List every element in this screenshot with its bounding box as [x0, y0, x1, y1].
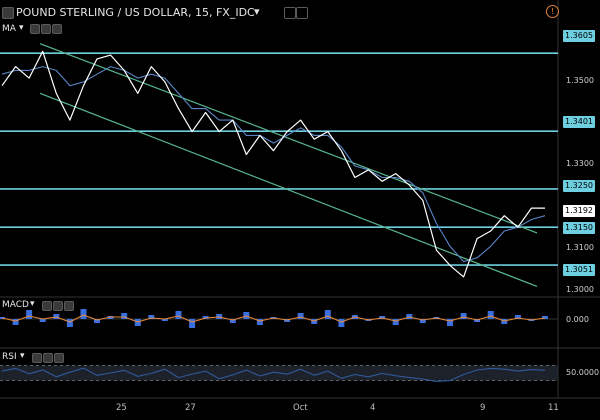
- macd-histogram-bar: [121, 313, 128, 319]
- macd-close-icon[interactable]: [64, 301, 74, 311]
- macd-histogram-bar: [216, 314, 223, 319]
- y-tick-label: 1.3000: [566, 285, 594, 294]
- macd-histogram-bar: [311, 319, 318, 324]
- channel-upper-line: [39, 43, 538, 234]
- macd-axis-label: 0.000: [566, 315, 589, 324]
- x-tick-label: 9: [480, 403, 486, 413]
- collapse-toggle-icon[interactable]: [2, 7, 14, 19]
- macd-histogram-bar: [148, 315, 155, 319]
- moving-average-line: [1, 66, 546, 263]
- macd-histogram-bar: [379, 316, 386, 319]
- macd-histogram-bar: [419, 319, 426, 323]
- macd-label[interactable]: MACD: [2, 300, 29, 310]
- rsi-axis-label: 50.0000: [566, 368, 600, 377]
- level-tag: 1.3401: [563, 116, 595, 128]
- y-tick-label: 1.3300: [566, 159, 594, 168]
- macd-histogram-bar: [80, 309, 87, 319]
- y-tick-label: 1.3500: [566, 76, 594, 85]
- x-tick-label: 27: [185, 403, 196, 413]
- ma-menu-icon[interactable]: ▾: [19, 23, 24, 33]
- level-tag: 1.3250: [563, 180, 595, 192]
- macd-histogram-bar: [94, 319, 100, 323]
- macd-signal-line: [1, 314, 546, 323]
- level-tag: 1.3051: [563, 264, 595, 276]
- alert-icon[interactable]: !: [546, 5, 559, 18]
- macd-histogram-bar: [338, 319, 345, 327]
- macd-histogram-bar: [229, 319, 236, 323]
- macd-histogram-bar: [39, 319, 46, 322]
- macd-histogram-bar: [134, 319, 141, 326]
- close-icon[interactable]: [296, 7, 308, 19]
- ma-settings-icon[interactable]: [41, 24, 51, 34]
- macd-histogram-bar: [161, 319, 168, 321]
- rsi-line: [1, 367, 546, 382]
- macd-histogram-bar: [189, 319, 196, 328]
- ma-label[interactable]: MA: [2, 24, 16, 34]
- macd-histogram-bar: [12, 319, 19, 325]
- level-tag: 1.3605: [563, 30, 595, 42]
- macd-histogram-bar: [53, 314, 60, 319]
- rsi-label[interactable]: RSI: [2, 352, 17, 362]
- macd-histogram-bar: [447, 319, 453, 326]
- symbol-menu-icon[interactable]: ▾: [254, 5, 260, 18]
- ma-close-icon[interactable]: [52, 24, 62, 34]
- macd-histogram-bar: [542, 316, 548, 319]
- macd-histogram-bar: [460, 313, 467, 319]
- macd-histogram-bar: [66, 319, 73, 327]
- macd-menu-icon[interactable]: ▾: [30, 299, 35, 309]
- rsi-visibility-icon[interactable]: [32, 353, 42, 363]
- macd-settings-icon[interactable]: [53, 301, 63, 311]
- x-tick-label: 11: [548, 403, 559, 413]
- x-tick-label: 4: [370, 403, 376, 413]
- macd-histogram-bar: [406, 314, 413, 319]
- macd-histogram-bar: [501, 319, 508, 324]
- macd-histogram-bar: [392, 319, 399, 325]
- symbol-title[interactable]: POUND STERLING / US DOLLAR, 15, FX_IDC: [16, 6, 255, 19]
- level-tag: 1.3150: [563, 222, 595, 234]
- x-tick-label: 25: [116, 403, 127, 413]
- macd-visibility-icon[interactable]: [42, 301, 52, 311]
- macd-histogram-bar: [26, 310, 33, 319]
- ma-visibility-icon[interactable]: [30, 24, 40, 34]
- macd-histogram-bar: [175, 311, 182, 319]
- macd-histogram-bar: [474, 319, 481, 322]
- macd-histogram-bar: [487, 311, 494, 319]
- macd-histogram-bar: [256, 319, 263, 325]
- settings-icon[interactable]: [284, 7, 296, 19]
- x-tick-label: Oct: [293, 403, 308, 413]
- rsi-settings-icon[interactable]: [43, 353, 53, 363]
- price-line: [1, 50, 545, 278]
- current-price-tag: 1.3192: [563, 205, 595, 217]
- macd-histogram-bar: [514, 315, 521, 319]
- macd-histogram-bar: [243, 312, 250, 319]
- channel-lower-line: [39, 92, 538, 288]
- rsi-menu-icon[interactable]: ▾: [20, 351, 25, 361]
- macd-histogram-bar: [297, 313, 304, 319]
- macd-histogram-bar: [324, 310, 331, 319]
- rsi-close-icon[interactable]: [54, 353, 64, 363]
- y-tick-label: 1.3100: [566, 243, 594, 252]
